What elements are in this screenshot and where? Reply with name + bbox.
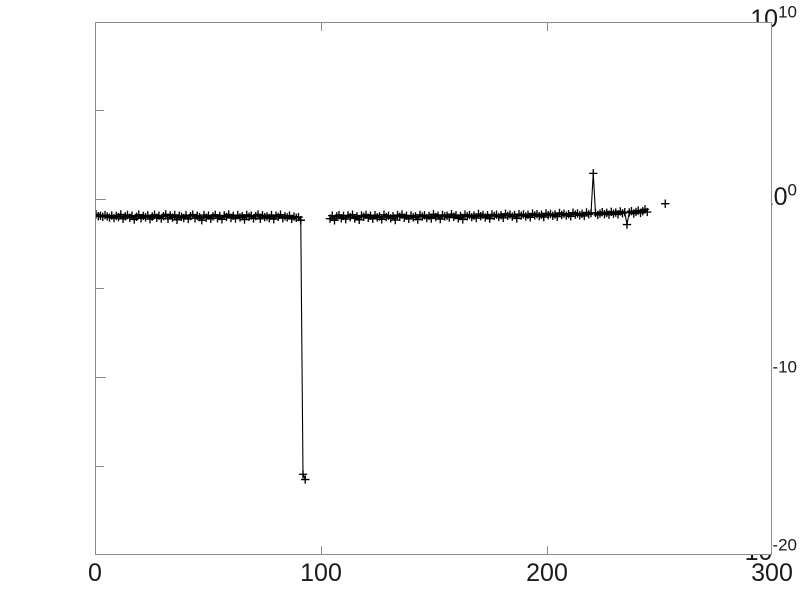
data-series-layer [96, 169, 670, 484]
plot-canvas [96, 169, 670, 484]
y-tick-1e0 [95, 199, 106, 200]
series-markers [325, 169, 652, 229]
y-tick-1e10 [95, 22, 106, 23]
x-tick-label-300: 300 [751, 559, 793, 587]
series-isolated-point [661, 199, 670, 208]
y-tick-1e5 [95, 110, 104, 111]
x-tick-100 [321, 546, 322, 555]
y-tick-1e-10 [95, 377, 106, 378]
series-markers [96, 210, 305, 225]
series-markers [661, 199, 670, 208]
series-residual [96, 210, 305, 225]
x-tick-label-0: 0 [88, 559, 102, 587]
y-label-exponent: 10 [778, 2, 797, 22]
x-tick-label-100: 100 [300, 559, 342, 587]
x-tick-200-top [547, 22, 548, 31]
series-line [300, 220, 306, 480]
x-tick-200 [547, 546, 548, 555]
series-markers [296, 216, 310, 484]
y-tick-1e-20 [95, 554, 106, 555]
y-label-exponent: -20 [772, 535, 797, 555]
plot-area [95, 22, 772, 555]
x-tick-label-200: 200 [526, 559, 568, 587]
y-label-exponent: 0 [787, 180, 797, 200]
series-dropout [296, 216, 310, 484]
series-residual-2 [325, 169, 652, 229]
y-label-exponent: -10 [772, 357, 797, 377]
x-tick-100-top [321, 22, 322, 31]
y-tick-1e-15 [95, 466, 104, 467]
y-tick-1e-5 [95, 288, 104, 289]
